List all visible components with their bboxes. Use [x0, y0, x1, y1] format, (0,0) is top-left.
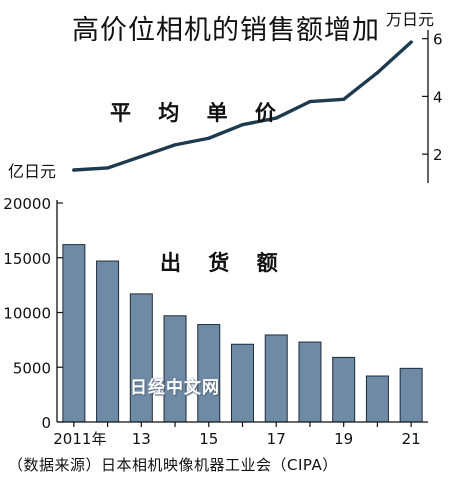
line-unit-label: 万日元	[386, 10, 435, 29]
bar-y-tick-label: 15000	[3, 250, 51, 268]
price-point-2011	[72, 168, 76, 172]
bar-2014	[163, 315, 187, 423]
line-y-tick-label: 6	[433, 31, 443, 49]
price-point-2012	[105, 166, 110, 170]
x-tick-label: 21	[402, 430, 421, 448]
bar-y-tick-label: 5000	[13, 359, 51, 377]
price-point-2017	[274, 116, 278, 120]
price-point-2016	[240, 123, 245, 127]
chart-title: 高价位相机的销售额增加	[72, 15, 380, 46]
bar-2013	[129, 293, 153, 423]
x-tick-label: 19	[334, 430, 353, 448]
bar-2019	[332, 356, 356, 423]
bar-2021	[399, 367, 423, 423]
x-tick-label: 17	[267, 430, 286, 448]
price-point-2019	[342, 97, 346, 101]
bar-y-tick-label: 10000	[3, 305, 51, 323]
line-chart: 2 4 6	[72, 30, 443, 183]
x-tick-label: 15	[199, 430, 218, 448]
bar-2016	[231, 343, 254, 423]
bar-2020	[365, 375, 389, 423]
bar-2012	[96, 260, 120, 423]
bar-unit-label: 亿日元	[8, 162, 57, 181]
bar-2017	[264, 334, 288, 423]
x-tick-label: 13	[132, 430, 151, 448]
bar-y-tick-label: 20000	[3, 195, 51, 213]
bar-2011	[62, 244, 86, 423]
price-point-2014	[173, 143, 177, 147]
price-point-2018	[308, 99, 312, 104]
bar-series-label: 出 货 额	[160, 251, 288, 275]
price-point-2013	[139, 154, 143, 159]
price-point-2021	[409, 40, 413, 44]
bar-chart: 0 5000 10000 15000 20000 2011年 13 15 17 19 21	[3, 195, 428, 448]
price-point-2020	[375, 71, 380, 75]
price-point-2015	[207, 136, 211, 140]
line-series-label: 平 均 单 价	[110, 101, 286, 125]
bar-y-tick-label: 0	[41, 414, 51, 432]
bar-2018	[298, 341, 322, 423]
line-y-tick-label: 2	[433, 146, 443, 164]
source-note: （数据来源）日本相机映像机器工业会（CIPA）	[8, 456, 338, 474]
line-y-tick-label: 4	[433, 88, 443, 106]
watermark: 日经中文网	[130, 378, 220, 398]
x-tick-label: 2011年	[53, 430, 106, 448]
